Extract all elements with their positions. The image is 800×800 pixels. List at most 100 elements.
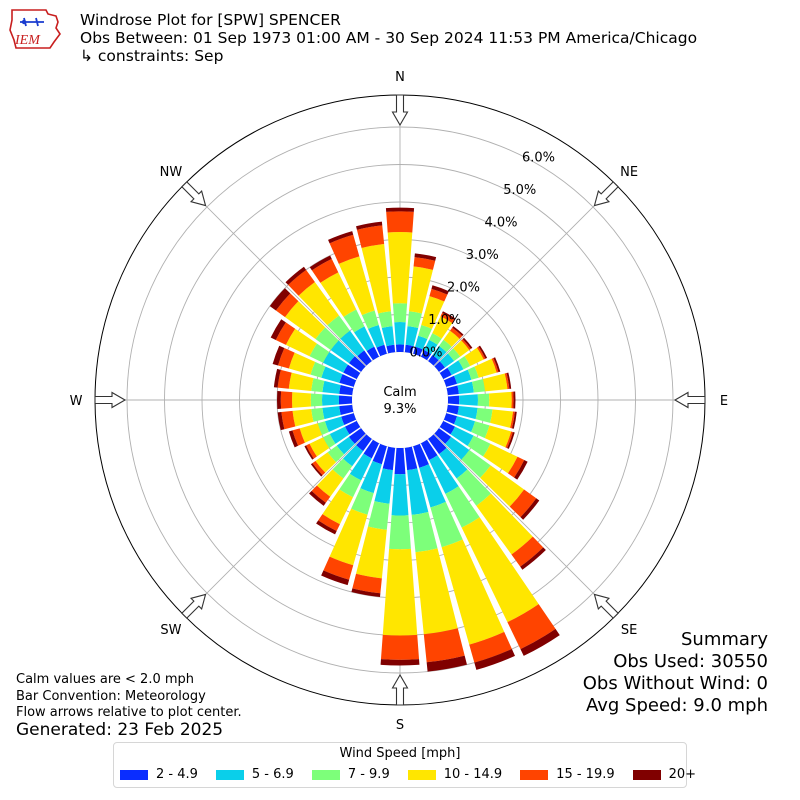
generated-date: Generated: 23 Feb 2025 [16, 720, 224, 740]
wedge-segment [471, 421, 490, 439]
wedge-segment [443, 413, 458, 425]
wedge-segment [332, 458, 353, 479]
wedge-segment [441, 539, 505, 645]
wedge-segment [292, 392, 311, 408]
wedge-segment [270, 319, 286, 340]
calm-label: Calm [383, 385, 416, 400]
wedge-segment [467, 366, 479, 380]
wedge-segment [338, 256, 375, 316]
wedge-segment [478, 345, 488, 359]
compass-label-w: W [70, 394, 83, 409]
legend-item: 2 - 4.9 [120, 767, 198, 782]
wedge-segment [275, 293, 299, 318]
wedge-segment [443, 375, 458, 387]
compass-label-s: S [396, 718, 404, 733]
legend-item: 5 - 6.9 [215, 767, 294, 782]
wedge-segment [428, 434, 447, 455]
wedge-segment [351, 588, 381, 597]
wedge-segment [493, 357, 501, 373]
wedge-segment [459, 394, 478, 406]
wedge-segment [457, 381, 474, 395]
wedge-segment [421, 296, 445, 329]
wedge-segment [440, 312, 455, 324]
wedge-segment [450, 327, 463, 339]
wedge-segment [431, 285, 449, 295]
wedge-segment [277, 390, 282, 410]
wedge-segment [380, 659, 420, 666]
wedge-segment [391, 474, 409, 516]
legend-label: 20+ [668, 767, 697, 782]
legend-swatch [215, 769, 244, 780]
wedge-segment [413, 346, 423, 357]
wedge-segment [321, 366, 343, 383]
wedge-segment [477, 393, 490, 407]
wedge-segment [439, 420, 456, 435]
wedge-segment [461, 517, 539, 623]
wedge-segment [461, 339, 471, 350]
wedge-segment [461, 450, 491, 478]
wedge-segment [443, 330, 460, 347]
wedge-segment [434, 361, 446, 372]
wedge-segment [480, 465, 525, 507]
wedge-segment [356, 434, 372, 452]
legend-item: 7 - 9.9 [311, 767, 390, 782]
wedge-segment [407, 311, 422, 329]
wedge-segment [490, 409, 514, 428]
legend-items: 2 - 4.9 5 - 6.9 7 - 9.9 10 - 14.9 15 - 19.9 2… [120, 767, 714, 782]
wedge-segment [454, 369, 472, 384]
wedge-segment [405, 326, 419, 347]
wedge-segment [311, 258, 339, 283]
wedge-segment [299, 423, 323, 443]
wedge-segment [344, 420, 361, 435]
wedge-segment [328, 231, 354, 244]
radial-tick-label: 5.0% [503, 183, 536, 198]
wedge-segment [363, 439, 380, 459]
grid-spoke [184, 433, 367, 616]
wedge-segment [378, 311, 393, 329]
calm-note: Calm values are < 2.0 mph [16, 672, 195, 687]
logo-text: IEM [14, 33, 41, 48]
compass-arrow-se [593, 593, 619, 619]
wedge-segment [446, 385, 459, 396]
wedge-segment [504, 373, 510, 390]
wedge-segment [420, 439, 438, 461]
wedge-segment [309, 343, 330, 363]
wedge-segment [312, 460, 326, 476]
wedge-segment [475, 407, 493, 423]
chart-title: Windrose Plot for [SPW] SPENCER [80, 11, 341, 29]
wedge-segment [476, 493, 533, 555]
wedge-segment [323, 433, 336, 449]
wedge-segment [428, 354, 439, 366]
wedge-segment [311, 378, 325, 393]
legend-swatch [520, 769, 549, 780]
wedge-segment [411, 511, 438, 553]
wedge-segment [281, 410, 296, 430]
wedge-segment [323, 556, 354, 580]
wedge-segment [367, 501, 390, 530]
obs-between: Obs Between: 01 Sep 1973 01:00 AM - 30 S… [80, 29, 698, 47]
wedge-segment [453, 340, 470, 357]
wedge-segment [469, 631, 512, 663]
summary-obs-without-wind: Obs Without Wind: 0 [582, 673, 768, 694]
wedge-segment [321, 570, 350, 586]
compass-arrow-sw [181, 593, 207, 619]
wedge-segment [351, 488, 374, 515]
wedge-segment [356, 225, 385, 249]
wedge-segment [424, 339, 438, 355]
wedge-segment [392, 303, 408, 323]
wedge-segment [356, 221, 383, 230]
wedge-segment [445, 436, 470, 460]
radial-tick-label: 1.0% [428, 313, 461, 328]
wedge-segment [404, 446, 418, 471]
wedge-segment [316, 469, 344, 497]
wedge-segment [446, 404, 459, 415]
wedge-segment [442, 311, 456, 320]
wedge-segment [491, 358, 499, 373]
wedge-segment [476, 346, 486, 360]
wedge-segment [360, 460, 382, 494]
compass-arrow-w [94, 391, 127, 409]
legend-label: 2 - 4.9 [156, 767, 198, 782]
wedge-segment [338, 395, 353, 405]
bar-convention: Bar Convention: Meteorology [16, 689, 206, 704]
